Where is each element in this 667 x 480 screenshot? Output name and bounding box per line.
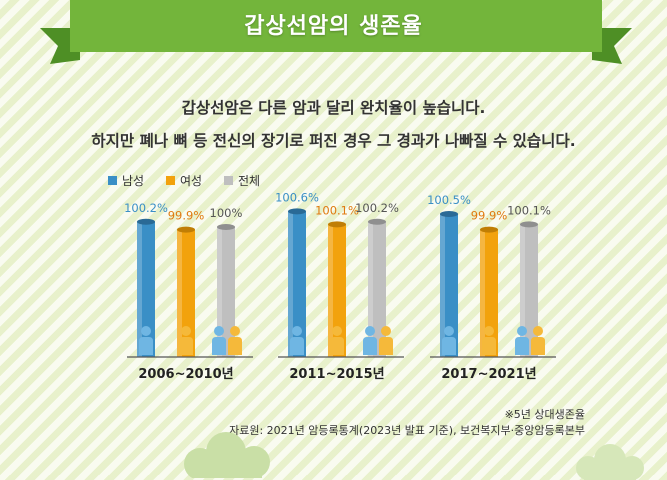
legend-swatch — [166, 176, 175, 185]
description-line-2: 하지만 폐나 뼈 등 전신의 장기로 퍼진 경우 그 경과가 나빠질 수 있습니… — [91, 132, 576, 150]
value-label: 100.2% — [355, 201, 399, 215]
bar-highlight — [217, 227, 222, 357]
male-person-icon — [442, 326, 456, 355]
bar-cap — [368, 218, 386, 225]
bar-highlight — [520, 224, 525, 357]
bar — [480, 229, 498, 357]
cloud-decoration — [576, 444, 644, 480]
female-person-icon — [330, 326, 344, 355]
male-person-icon — [212, 326, 226, 355]
male-person-icon — [290, 326, 304, 355]
bar-highlight — [137, 221, 142, 357]
bar-highlight — [328, 224, 333, 357]
male-person-icon — [139, 326, 153, 355]
bar-cap — [288, 208, 306, 215]
legend-swatch — [108, 176, 117, 185]
bar-cap — [440, 211, 458, 217]
female-person-icon — [531, 326, 545, 355]
bar-highlight — [177, 229, 182, 357]
bar-highlight — [288, 211, 293, 357]
category-label: 2017~2021년 — [441, 367, 536, 382]
value-label: 99.9% — [168, 209, 205, 223]
bar-cap — [480, 226, 498, 233]
bar — [328, 224, 346, 357]
female-person-icon — [228, 326, 242, 355]
bar-highlight — [368, 221, 373, 357]
female-person-icon — [179, 326, 193, 355]
bar-highlight — [440, 214, 445, 357]
description-line-1: 갑상선암은 다른 암과 달리 완치율이 높습니다. — [181, 99, 486, 117]
data-source: 자료원: 2021년 암등록통계(2023년 발표 기준), 보건복지부·중앙암… — [229, 424, 585, 437]
bar — [440, 214, 458, 357]
value-label: 100.6% — [275, 190, 319, 204]
bar-highlight — [480, 229, 485, 357]
legend-swatch — [224, 176, 233, 185]
bar-cap — [520, 221, 538, 228]
male-person-icon — [363, 326, 377, 355]
page-title: 갑상선암의 생존율 — [244, 14, 423, 39]
bar — [217, 227, 235, 357]
legend-label: 전체 — [238, 174, 260, 188]
bar — [368, 221, 386, 357]
category-label: 2011~2015년 — [289, 367, 384, 382]
chart-note: ※5년 상대생존율 — [504, 408, 585, 421]
female-person-icon — [482, 326, 496, 355]
bar — [137, 221, 155, 357]
male-person-icon — [515, 326, 529, 355]
category-label: 2006~2010년 — [138, 367, 233, 382]
value-label: 99.9% — [471, 209, 508, 223]
bar — [288, 211, 306, 357]
female-person-icon — [379, 326, 393, 355]
value-label: 100.2% — [124, 201, 168, 215]
bar-cap — [177, 226, 195, 233]
value-label: 100% — [210, 206, 243, 220]
value-label: 100.5% — [427, 193, 471, 207]
legend-label: 남성 — [122, 174, 144, 188]
legend-label: 여성 — [180, 174, 202, 188]
bar — [177, 229, 195, 357]
cloud-decoration — [184, 432, 270, 478]
title-banner — [40, 0, 632, 64]
bar — [520, 224, 538, 357]
bar-cap — [328, 221, 346, 228]
bar-cap — [137, 218, 155, 225]
value-label: 100.1% — [507, 203, 551, 217]
bar-cap — [217, 224, 235, 230]
value-label: 100.1% — [315, 203, 359, 217]
